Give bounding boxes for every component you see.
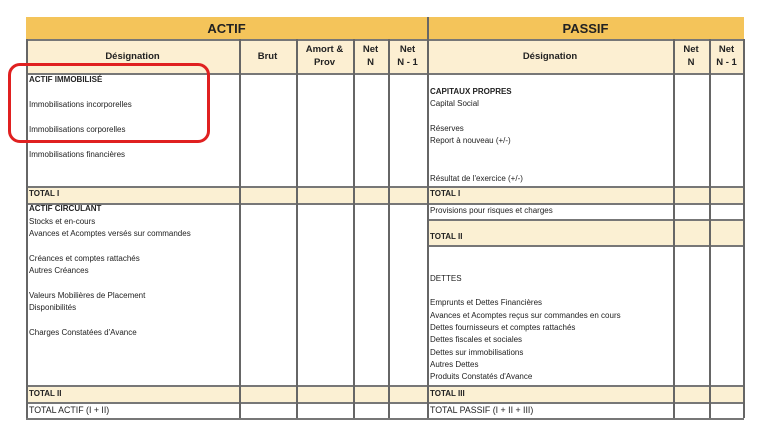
provisions: Provisions pour risques et charges	[430, 206, 553, 215]
actif-total-1: TOTAL I	[29, 189, 60, 198]
header-line: Net	[683, 44, 699, 55]
passif-item: Report à nouveau (+/-)	[430, 136, 511, 145]
total-actif: TOTAL ACTIF (I + II)	[29, 405, 110, 415]
passif-item: Dettes fiscales et sociales	[430, 335, 523, 344]
passif-total-3: TOTAL III	[430, 389, 465, 398]
actif-item: Charges Constatées d'Avance	[29, 328, 137, 337]
col-divider	[26, 39, 28, 418]
header-line: Net	[399, 44, 416, 55]
passif-header-net-n1: Net N - 1	[709, 39, 744, 73]
col-divider	[296, 39, 298, 418]
passif-header-net-n: Net N	[673, 39, 709, 73]
actif-total-2: TOTAL II	[29, 389, 62, 398]
passif-header-designation: Désignation	[427, 39, 673, 73]
row-divider	[26, 385, 744, 387]
header-line: Prov	[313, 57, 336, 68]
passif-item: Résultat de l'exercice (+/-)	[430, 174, 523, 183]
actif-title: ACTIF	[26, 17, 427, 39]
header-line: Net	[718, 44, 735, 55]
row-divider	[427, 245, 744, 247]
row-divider	[26, 402, 744, 404]
col-divider	[709, 39, 711, 418]
actif-item: Immobilisations financières	[29, 150, 126, 159]
row-divider	[26, 203, 744, 205]
actif-item: Stocks et en-cours	[29, 217, 96, 226]
total-row-1	[26, 186, 744, 203]
actif-item: Avances et Acomptes versés sur commandes	[29, 229, 191, 238]
actif-item: Valeurs Mobilières de Placement	[29, 291, 146, 300]
header-line: N	[367, 57, 374, 68]
actif-item: Autres Créances	[29, 266, 89, 275]
dettes-heading: DETTES	[430, 274, 462, 283]
total-row-2	[26, 385, 744, 402]
row-divider	[26, 186, 744, 188]
row-divider	[26, 39, 744, 41]
passif-item: Dettes sur immobilisations	[430, 348, 524, 357]
passif-item: Avances et Acomptes reçus sur commandes …	[430, 311, 621, 320]
row-divider	[26, 73, 744, 75]
actif-item: Immobilisations corporelles	[29, 125, 126, 134]
col-divider	[673, 39, 675, 418]
passif-item: Dettes fournisseurs et comptes rattachés	[430, 323, 576, 332]
header-line: N - 1	[397, 57, 418, 68]
passif-total-2-row	[427, 219, 744, 245]
header-line: N - 1	[716, 57, 737, 68]
passif-item: Réserves	[430, 124, 464, 133]
actif-immobilise-heading: ACTIF IMMOBILISÉ	[29, 75, 103, 84]
col-divider	[427, 17, 429, 418]
actif-item: Immobilisations incorporelles	[29, 100, 132, 109]
total-passif: TOTAL PASSIF (I + II + III)	[430, 405, 534, 415]
header-line: Net	[362, 44, 379, 55]
col-divider	[743, 39, 745, 418]
passif-total-2: TOTAL II	[430, 232, 463, 241]
header-line: Amort &	[305, 44, 344, 55]
capitaux-propres-heading: CAPITAUX PROPRES	[430, 87, 512, 96]
passif-item: Autres Dettes	[430, 360, 479, 369]
actif-header-brut: Brut	[239, 39, 296, 73]
col-divider	[239, 39, 241, 418]
actif-item: Disponibilités	[29, 303, 77, 312]
actif-header-amort: Amort & Prov	[296, 39, 353, 73]
passif-item: Emprunts et Dettes Financières	[430, 298, 543, 307]
actif-header-net-n: Net N	[353, 39, 388, 73]
row-divider	[427, 219, 744, 221]
passif-total-1: TOTAL I	[430, 189, 461, 198]
col-divider	[353, 39, 355, 418]
actif-item: Créances et comptes rattachés	[29, 254, 140, 263]
passif-title: PASSIF	[427, 17, 744, 39]
actif-header-designation: Désignation	[26, 39, 239, 73]
red-highlight-box	[8, 63, 210, 143]
actif-header-net-n1: Net N - 1	[388, 39, 427, 73]
header-line: N	[687, 57, 695, 68]
actif-circulant-heading: ACTIF CIRCULANT	[29, 204, 102, 213]
row-divider	[26, 418, 744, 420]
passif-item: Capital Social	[430, 99, 479, 108]
col-divider	[388, 39, 390, 418]
passif-item: Produits Constatés d'Avance	[430, 372, 533, 381]
